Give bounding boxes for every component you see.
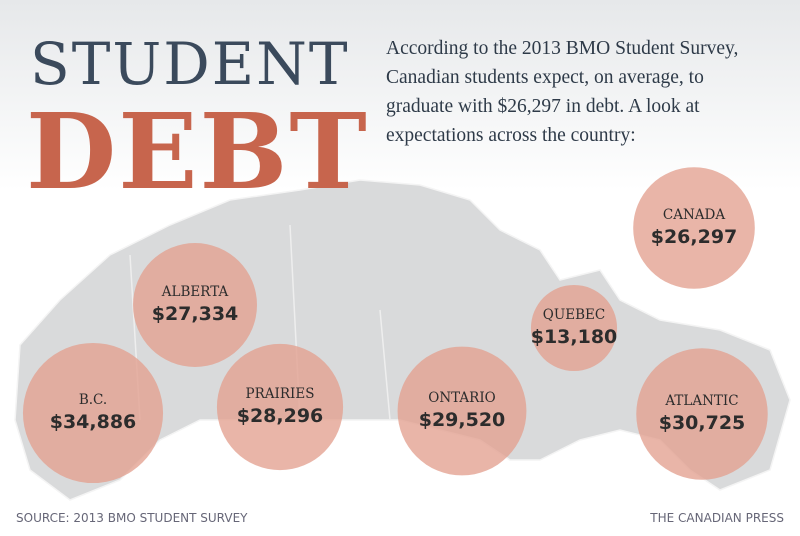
bubble-label: CANADA — [663, 207, 725, 223]
value-label: $27,334 — [152, 303, 239, 325]
bubble-label: ATLANTIC — [664, 393, 738, 409]
bubble-label: QUEBEC — [543, 307, 605, 323]
bubble — [133, 243, 257, 367]
title-bottom: DEBT — [26, 90, 369, 213]
bubble-label: ONTARIO — [428, 390, 495, 406]
bubble — [633, 167, 755, 289]
value-label: $30,725 — [659, 412, 746, 434]
value-label: $34,886 — [50, 411, 137, 433]
bubble-label: B.C. — [79, 392, 107, 408]
credit: THE CANADIAN PRESS — [649, 511, 784, 525]
bubble — [22, 342, 164, 484]
value-label: $29,520 — [419, 409, 506, 431]
title-top: STUDENT — [30, 30, 350, 98]
bubble-label: ALBERTA — [161, 284, 229, 300]
bubble — [530, 284, 618, 372]
bubble — [216, 343, 344, 471]
description: According to the 2013 BMO Student Survey… — [386, 38, 739, 146]
bubble-label: PRAIRIES — [246, 386, 315, 402]
value-label: $28,296 — [237, 405, 324, 427]
value-label: $26,297 — [651, 226, 738, 248]
bubble — [397, 346, 527, 476]
value-label: $13,180 — [531, 326, 618, 348]
source: SOURCE: 2013 BMO STUDENT SURVEY — [16, 511, 248, 525]
bubble — [636, 348, 768, 480]
